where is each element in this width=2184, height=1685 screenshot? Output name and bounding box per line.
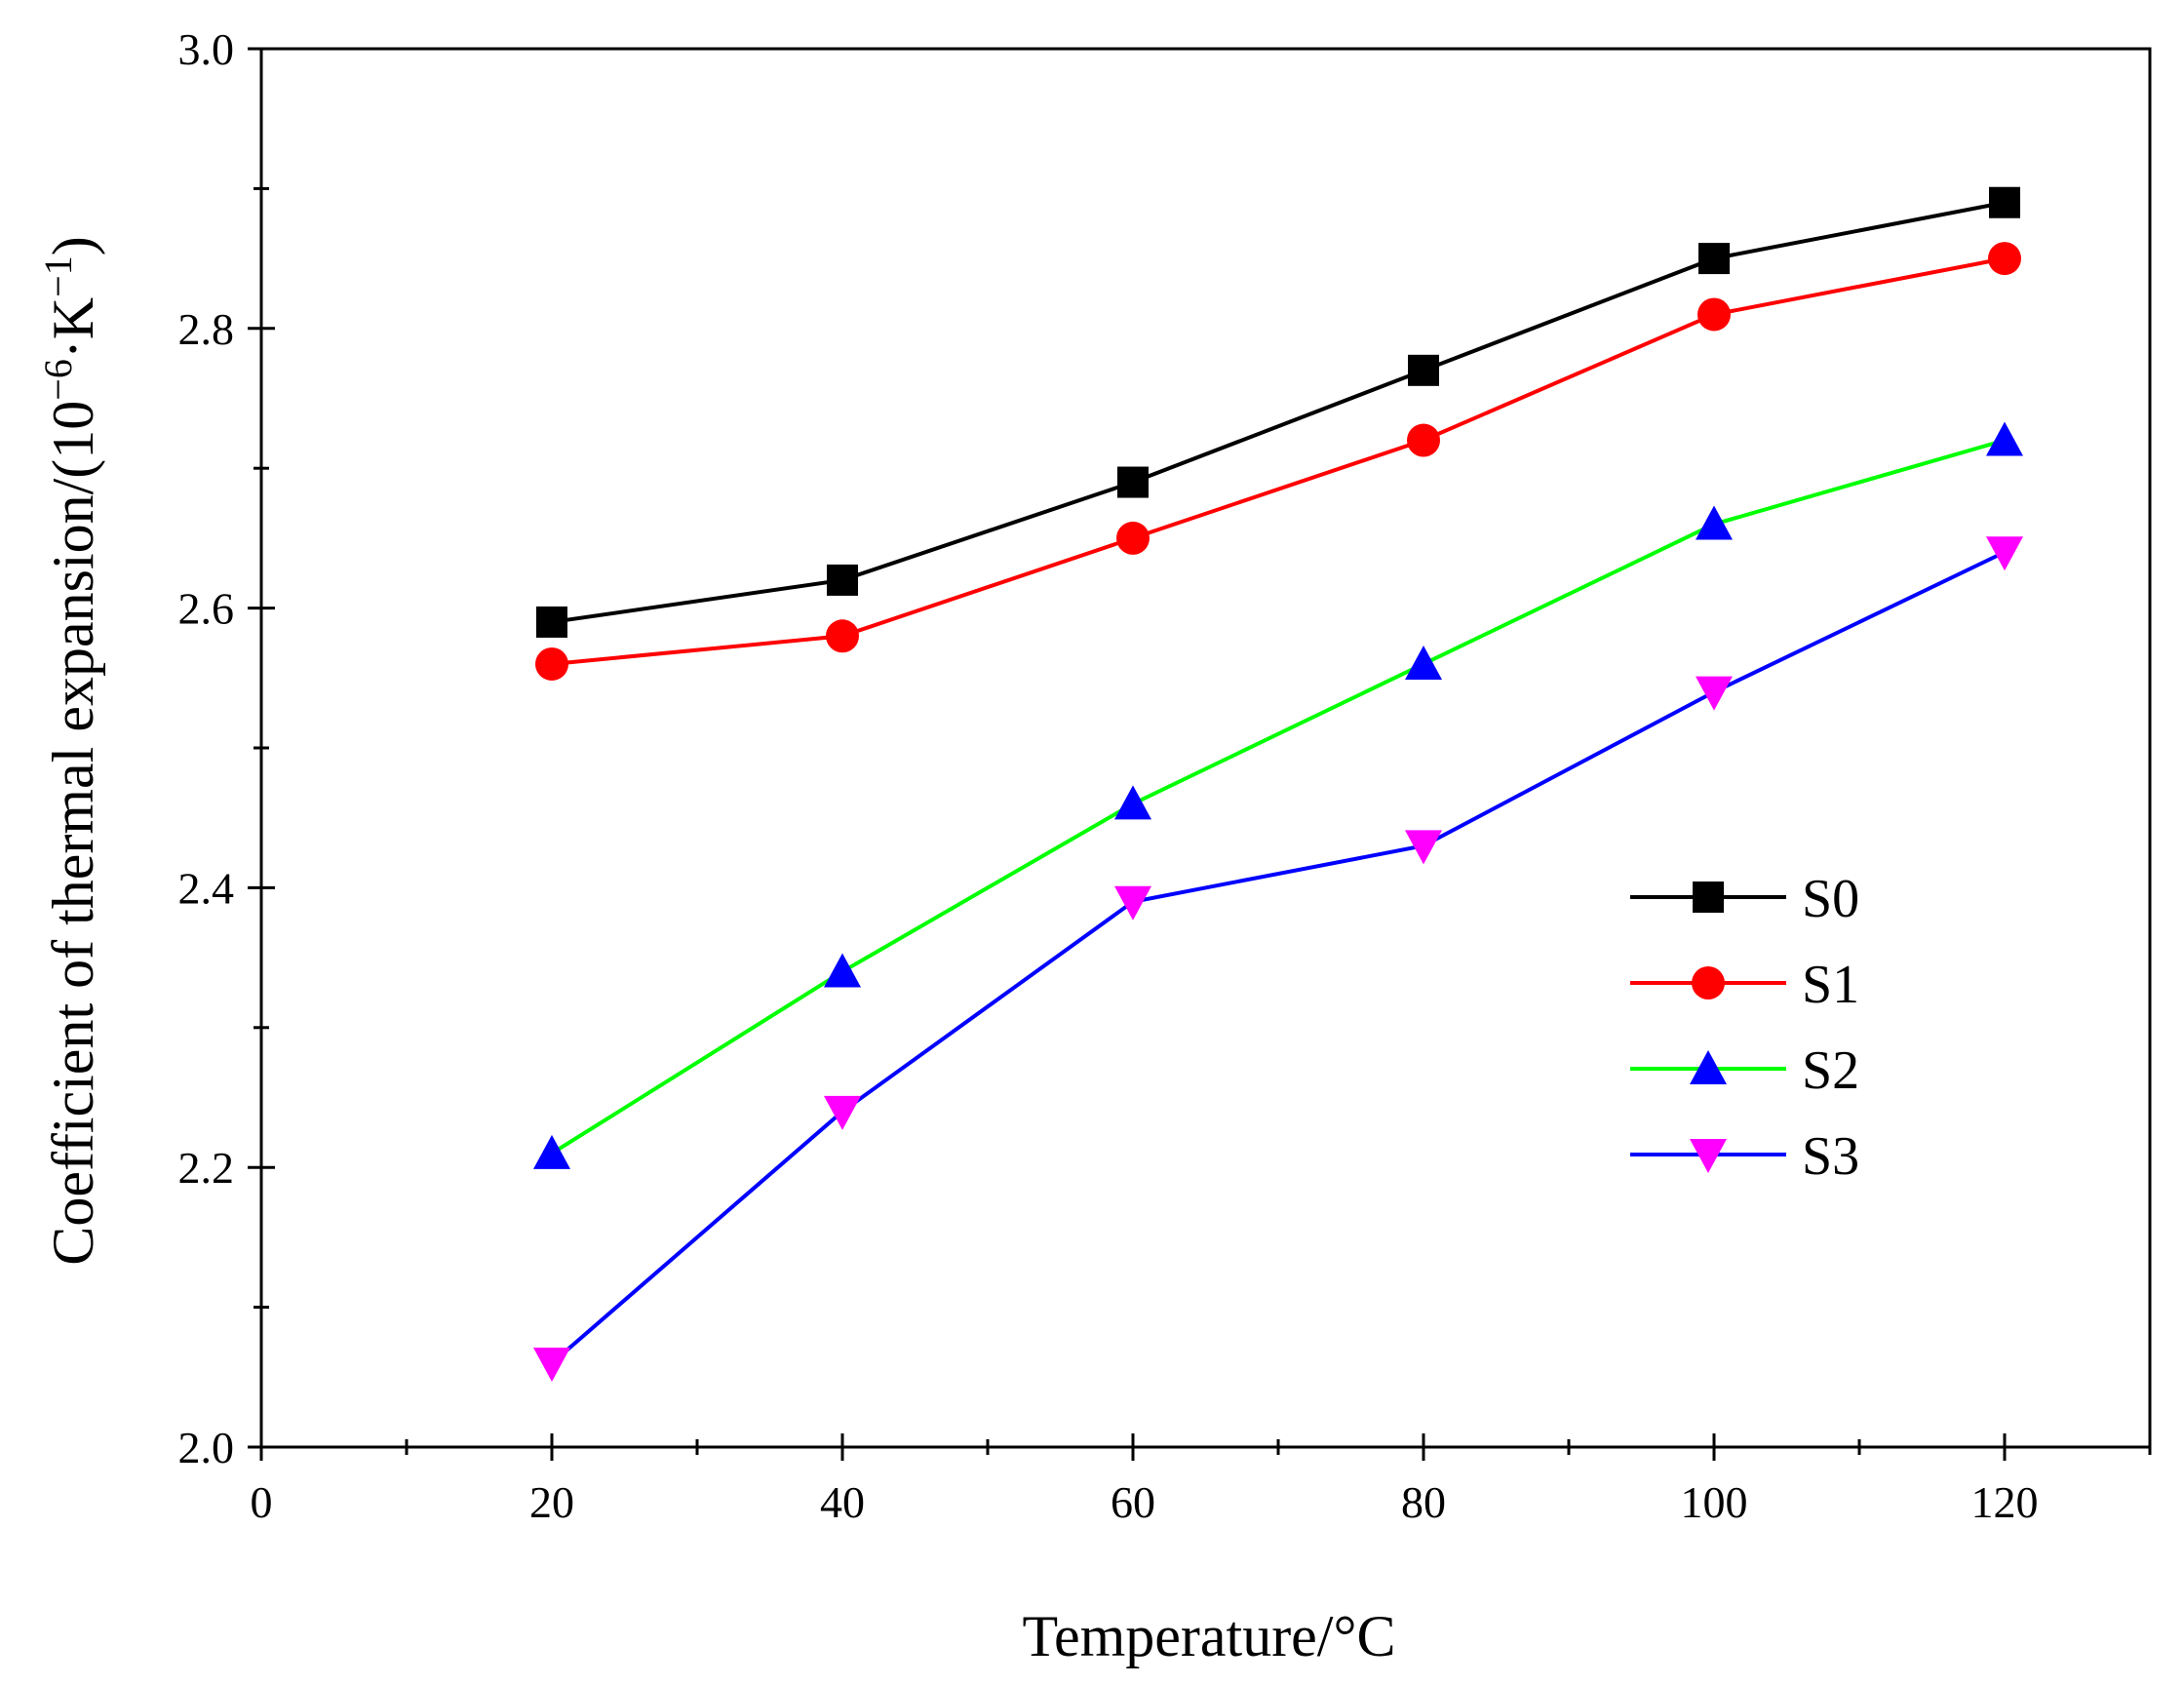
series-S2 [533,421,2023,1169]
x-tick-label: 60 [1111,1477,1155,1527]
series-line-S1 [551,256,2006,666]
data-point-S3 [533,1347,570,1382]
series-S0 [536,186,2020,638]
y-axis-title-suffix: ) [41,236,105,255]
x-tick-label: 80 [1401,1477,1446,1527]
data-point-S0 [1117,466,1149,498]
data-point-S0 [1408,354,1439,386]
legend-marker-S3 [1690,1139,1727,1173]
y-tick-label: 2.6 [178,584,235,634]
legend-marker-S1 [1692,966,1725,999]
data-point-S3 [1696,676,1733,711]
data-point-S1 [1697,297,1731,332]
series-S3 [533,536,2023,1382]
data-point-S0 [536,606,567,638]
legend-item-S3: S3 [1630,1126,1859,1187]
legend-label-S3: S3 [1802,1126,1859,1187]
data-point-S1 [1116,521,1150,555]
data-point-S2 [1986,421,2023,456]
y-tick-label: 2.4 [178,863,235,913]
legend-label-S2: S2 [1802,1040,1859,1101]
legend-marker-S0 [1693,882,1724,913]
legend: S0 S1 S2 S3 [1630,869,1859,1187]
x-axis-title: Temperature/°C [1023,1604,1396,1668]
data-point-S0 [1698,243,1730,275]
data-point-S2 [824,953,861,988]
axes-layer: 0 20 40 60 80 100 120 2.0 2.2 2.4 2.6 2.8 3.0 [178,24,2152,1527]
data-point-S0 [827,564,858,596]
data-point-S3 [1405,830,1442,865]
series-line-S2 [550,438,2006,1156]
series-S1 [535,242,2021,681]
data-point-S2 [533,1134,570,1169]
legend-label-S0: S0 [1802,869,1859,929]
y-axis-title-prefix: Coefficient of thermal expansion/(10 [41,401,105,1266]
y-axis-title-exp1: −6 [36,359,80,401]
legend-item-S2: S2 [1630,1040,1859,1101]
y-axis-title-exp2: −1 [36,255,80,297]
y-tick-label: 2.8 [178,304,235,354]
y-tick-label: 3.0 [178,24,235,74]
data-point-S1 [1988,242,2021,276]
y-axis-title-middle: ·K [41,297,105,359]
legend-item-S1: S1 [1630,955,1859,1015]
series-layer [533,186,2023,1382]
series-line-S3 [550,550,2006,1365]
legend-marker-S2 [1690,1050,1727,1084]
legend-label-S1: S1 [1802,955,1859,1015]
data-point-S3 [1114,885,1151,921]
data-point-S2 [1114,785,1151,820]
data-point-S1 [535,647,568,681]
plot-frame [259,47,2152,1449]
y-tick-label: 2.0 [178,1423,235,1472]
x-tick-label: 120 [1971,1477,2039,1527]
y-tick-label: 2.2 [178,1143,235,1193]
x-tick-label: 20 [529,1477,574,1527]
x-tick-label: 40 [820,1477,865,1527]
data-point-S2 [1405,645,1442,680]
data-point-S2 [1696,505,1733,540]
series-line-S0 [551,200,2006,624]
data-point-S3 [1986,536,2023,571]
x-tick-label: 0 [251,1477,273,1527]
data-point-S1 [1407,423,1440,457]
data-point-S0 [1989,186,2020,218]
data-point-S1 [826,619,859,653]
x-tick-label: 100 [1681,1477,1748,1527]
data-point-S3 [824,1095,861,1130]
legend-item-S0: S0 [1630,869,1859,929]
y-axis-title: Coefficient of thermal expansion/(10−6·K… [36,236,106,1265]
